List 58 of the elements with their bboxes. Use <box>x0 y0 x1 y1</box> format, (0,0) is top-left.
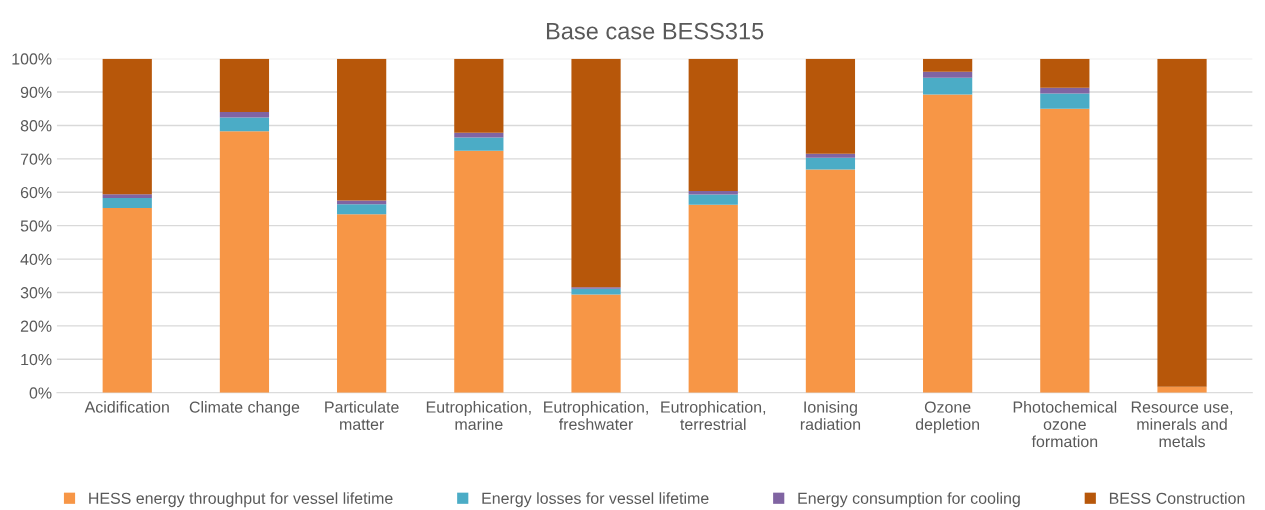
bar <box>1040 108 1090 393</box>
bar <box>805 153 856 158</box>
bar <box>805 157 856 170</box>
y-tick-label: 90% <box>20 86 52 98</box>
bar <box>688 204 738 393</box>
legend-label: Energy consumption for cooling <box>798 492 1020 508</box>
bar <box>688 58 738 191</box>
x-tick-label: Ozone depletion <box>915 401 980 434</box>
bar <box>805 169 856 393</box>
bar <box>102 58 152 195</box>
x-tick-label: Acidification <box>84 401 169 413</box>
bar <box>337 204 387 215</box>
x-tick-label: Eutrophication, marine <box>426 401 531 430</box>
y-tick-label: 10% <box>21 353 52 366</box>
bar <box>219 112 270 118</box>
y-tick-label: 30% <box>20 287 52 299</box>
bar <box>454 58 504 133</box>
bar <box>805 58 856 154</box>
bar <box>923 58 973 72</box>
x-tick-label: Photochemical ozone formation <box>1013 401 1117 448</box>
bar <box>102 197 152 208</box>
bar <box>102 207 152 393</box>
x-tick-label: Eutrophication, freshwater <box>544 401 648 430</box>
legend-label: BESS Construction <box>1109 492 1245 504</box>
bar <box>1157 58 1207 387</box>
y-tick-label: 100% <box>12 53 52 65</box>
x-tick-label: Particulate matter <box>325 401 399 430</box>
bar <box>219 58 270 113</box>
bar <box>1040 93 1090 109</box>
y-tick-label: 80% <box>20 120 52 132</box>
x-tick-label: Climate change <box>189 401 300 416</box>
x-tick-label: Eutrophication, terrestrial <box>661 401 766 430</box>
bar <box>688 190 738 195</box>
x-tick-label: Resource use, minerals and metals <box>1131 401 1233 448</box>
bar <box>337 58 387 201</box>
bar <box>337 214 387 393</box>
bar <box>219 131 270 393</box>
bar <box>454 137 504 151</box>
x-tick-label: Ionising radiation <box>800 401 861 430</box>
legend-label: Energy losses for vessel lifetime <box>482 492 709 508</box>
bar <box>923 77 973 95</box>
legend-label: HESS energy throughput for vessel lifetime <box>89 492 393 508</box>
y-tick-label: 40% <box>20 253 52 266</box>
y-tick-label: 0% <box>29 387 52 399</box>
y-tick-label: 50% <box>20 220 52 232</box>
bar <box>454 150 504 393</box>
y-tick-label: 70% <box>20 153 52 165</box>
bar <box>923 71 973 78</box>
bar <box>1040 58 1090 88</box>
bar <box>219 117 270 132</box>
bar <box>571 294 621 393</box>
y-tick-label: 60% <box>20 186 52 199</box>
bar <box>571 58 621 288</box>
chart-title: Base case BESS315 <box>546 22 764 40</box>
y-tick-label: 20% <box>20 320 52 332</box>
bar <box>923 94 973 393</box>
bar <box>688 194 738 205</box>
bar <box>102 194 152 198</box>
